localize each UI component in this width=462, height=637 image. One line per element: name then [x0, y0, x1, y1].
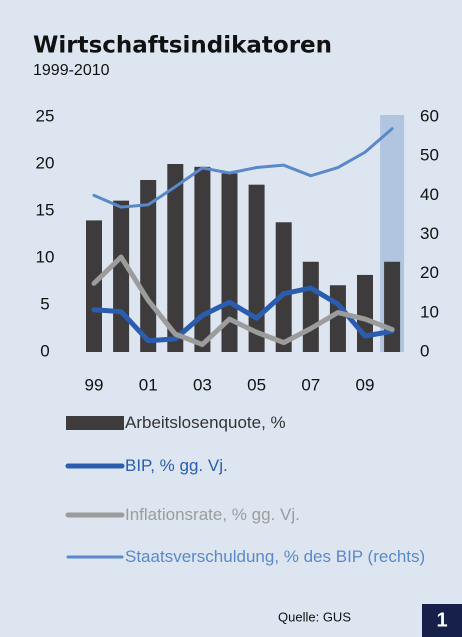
- bar: [167, 164, 184, 352]
- chart-title: Wirtschaftsindikatoren: [33, 33, 332, 59]
- line: [91, 285, 395, 344]
- legend-label: Staatsverschuldung, % des BIP (rechts): [125, 547, 426, 566]
- y2-tick-label: 20: [420, 263, 439, 282]
- badge: [422, 604, 462, 637]
- bar: [357, 274, 373, 352]
- line: [91, 254, 395, 347]
- y-tick-label: 25: [36, 106, 55, 125]
- source: Quelle: GUS: [278, 609, 351, 624]
- x-tick-label: 99: [85, 375, 104, 394]
- legend-label: Inflationsrate, % gg. Vj.: [125, 505, 300, 524]
- y-tick-label: 10: [36, 247, 55, 266]
- y-tick-label: 5: [40, 294, 49, 313]
- y2-tick-label: 0: [420, 341, 429, 360]
- line: [92, 127, 394, 209]
- bar: [275, 222, 292, 352]
- y2-tick-label: 50: [420, 146, 439, 165]
- bar: [384, 261, 401, 352]
- x-tick-label: 03: [193, 375, 212, 394]
- bar: [86, 220, 102, 352]
- x-tick-label: 07: [301, 375, 320, 394]
- bar: [113, 200, 130, 352]
- legend-swatch: [66, 416, 124, 430]
- chart-subtitle: 1999-2010: [33, 62, 110, 79]
- y2-tick-label: 10: [420, 302, 439, 321]
- bar: [194, 166, 211, 352]
- bar: [302, 261, 319, 352]
- badge-number: 1: [436, 609, 447, 631]
- x-tick-label: 09: [356, 375, 375, 394]
- x-tick-label: 01: [139, 375, 158, 394]
- y-tick-label: 20: [36, 153, 55, 172]
- legend-label: BIP, % gg. Vj.: [125, 456, 228, 475]
- legend-label: Arbeitslosenquote, %: [125, 413, 286, 432]
- y-tick-label: 15: [36, 200, 55, 219]
- x-tick-label: 05: [247, 375, 266, 394]
- y2-tick-label: 40: [420, 185, 439, 204]
- y-tick-label: 0: [40, 341, 49, 360]
- bar: [248, 184, 265, 352]
- y2-tick-label: 60: [420, 106, 439, 125]
- y2-tick-label: 30: [420, 224, 439, 243]
